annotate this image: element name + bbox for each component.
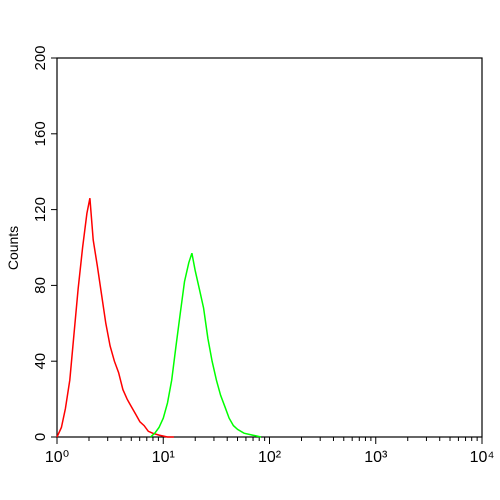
y-tick-label: 200: [32, 45, 49, 70]
histogram-line: [150, 252, 262, 438]
x-tick-label: 10⁰: [45, 449, 69, 466]
y-tick-label: 120: [32, 197, 49, 222]
x-tick-label: 10¹: [152, 449, 175, 466]
x-tick-label: 10³: [364, 449, 388, 466]
y-tick-label: 80: [32, 277, 49, 294]
y-tick-label: 160: [32, 121, 49, 146]
y-axis-label: Counts: [5, 226, 21, 270]
histogram-line: [56, 198, 174, 438]
x-tick-label: 10⁴: [470, 449, 495, 466]
y-tick-label: 0: [32, 433, 49, 441]
x-tick-label: 10²: [258, 449, 282, 466]
y-tick-label: 40: [32, 353, 49, 370]
